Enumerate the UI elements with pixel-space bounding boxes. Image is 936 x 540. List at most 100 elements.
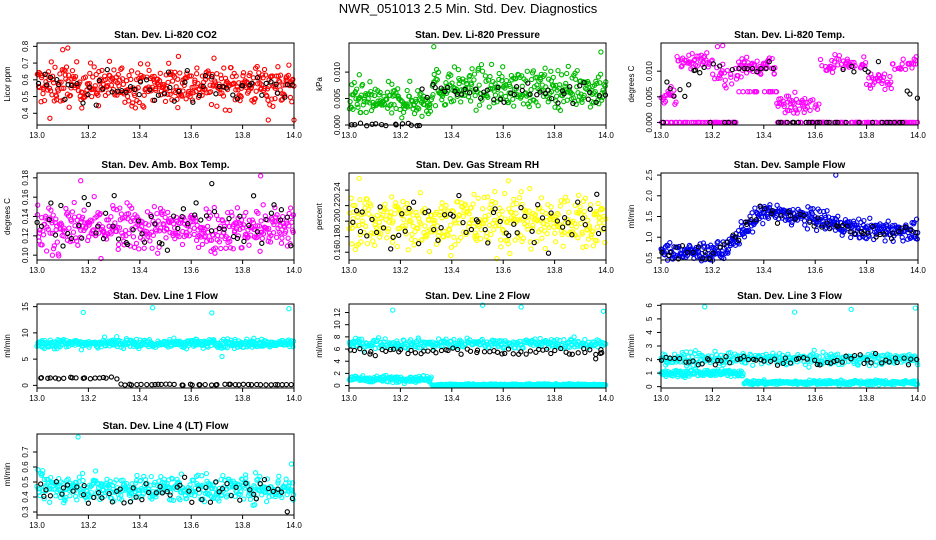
data-point <box>435 237 441 243</box>
data-point <box>369 216 375 223</box>
data-point <box>398 97 404 104</box>
data-point <box>903 224 909 230</box>
data-point <box>752 62 758 68</box>
x-tick-label: 13.6 <box>183 131 199 140</box>
data-point <box>189 382 195 388</box>
data-point <box>284 82 291 88</box>
series-samples <box>34 173 297 262</box>
data-point <box>580 244 586 250</box>
data-point <box>778 213 784 219</box>
data-point <box>885 218 891 224</box>
data-point <box>169 78 176 84</box>
data-point <box>246 222 252 229</box>
chart-title: Stan. Dev. Line 3 Flow <box>737 291 842 302</box>
data-point <box>208 237 215 243</box>
data-point <box>804 226 811 232</box>
y-tick-label: 0.14 <box>21 208 30 224</box>
data-point <box>383 348 389 354</box>
data-point <box>553 239 559 245</box>
data-point <box>485 94 491 100</box>
data-point <box>144 381 150 388</box>
data-point <box>156 78 163 84</box>
data-point <box>860 230 866 237</box>
x-tick-label: 14.0 <box>286 394 302 403</box>
data-point <box>130 100 136 106</box>
data-point <box>259 240 265 246</box>
data-point <box>511 196 517 203</box>
y-tick-label: 0.010 <box>333 62 342 83</box>
data-point <box>183 229 189 236</box>
data-point <box>380 212 386 219</box>
data-point <box>87 60 94 66</box>
data-point <box>111 206 117 212</box>
data-point <box>729 81 735 87</box>
data-point <box>91 64 97 70</box>
x-tick-label: 13.0 <box>341 131 357 140</box>
data-point <box>879 80 885 87</box>
data-point <box>775 103 781 109</box>
y-axis-label: kPa <box>315 77 324 91</box>
data-point <box>367 79 373 85</box>
data-point <box>565 220 571 226</box>
x-tick-label: 13.4 <box>756 131 772 140</box>
data-point <box>499 208 505 214</box>
data-point <box>56 376 62 382</box>
data-point <box>163 235 169 241</box>
data-point <box>275 64 281 70</box>
data-point <box>511 103 517 109</box>
data-point <box>66 104 72 110</box>
data-point <box>65 72 72 78</box>
y-tick-label: 0.20 <box>333 213 342 229</box>
data-point <box>481 349 488 355</box>
data-point <box>238 85 245 91</box>
data-point <box>501 230 507 236</box>
data-point <box>350 216 356 222</box>
data-point <box>277 79 283 85</box>
data-point <box>213 91 219 97</box>
data-point <box>741 234 748 240</box>
data-point <box>381 101 388 107</box>
data-point <box>534 92 540 98</box>
data-point <box>560 243 566 249</box>
data-point <box>135 218 142 224</box>
data-point <box>165 79 171 86</box>
data-point <box>486 212 492 218</box>
data-point <box>115 246 121 253</box>
data-point <box>74 81 80 87</box>
data-point <box>285 72 292 79</box>
data-point <box>240 381 247 387</box>
data-point <box>529 228 535 234</box>
data-point <box>847 229 853 235</box>
data-point <box>156 240 163 246</box>
data-point <box>518 304 524 310</box>
data-point <box>542 90 548 97</box>
data-point <box>770 65 777 72</box>
data-point <box>100 86 106 92</box>
x-tick-label: 13.2 <box>705 266 721 275</box>
data-point <box>527 185 533 192</box>
data-point <box>382 201 388 207</box>
data-point <box>765 215 772 221</box>
data-point <box>42 71 48 77</box>
data-point <box>115 71 121 78</box>
data-point <box>564 198 571 204</box>
data-point <box>483 217 489 223</box>
data-point <box>412 237 418 244</box>
data-point <box>190 218 196 225</box>
data-point <box>52 375 59 381</box>
data-point <box>523 208 529 214</box>
data-point <box>127 84 134 90</box>
data-point <box>831 65 837 71</box>
data-point <box>202 381 208 388</box>
data-point <box>593 356 599 362</box>
data-point <box>600 308 607 314</box>
data-point <box>369 92 375 98</box>
data-point <box>471 77 477 83</box>
data-point <box>265 117 271 123</box>
data-point <box>364 99 370 105</box>
data-point <box>81 194 87 201</box>
data-point <box>364 123 370 129</box>
data-point <box>152 221 158 227</box>
series-reference <box>350 191 607 256</box>
